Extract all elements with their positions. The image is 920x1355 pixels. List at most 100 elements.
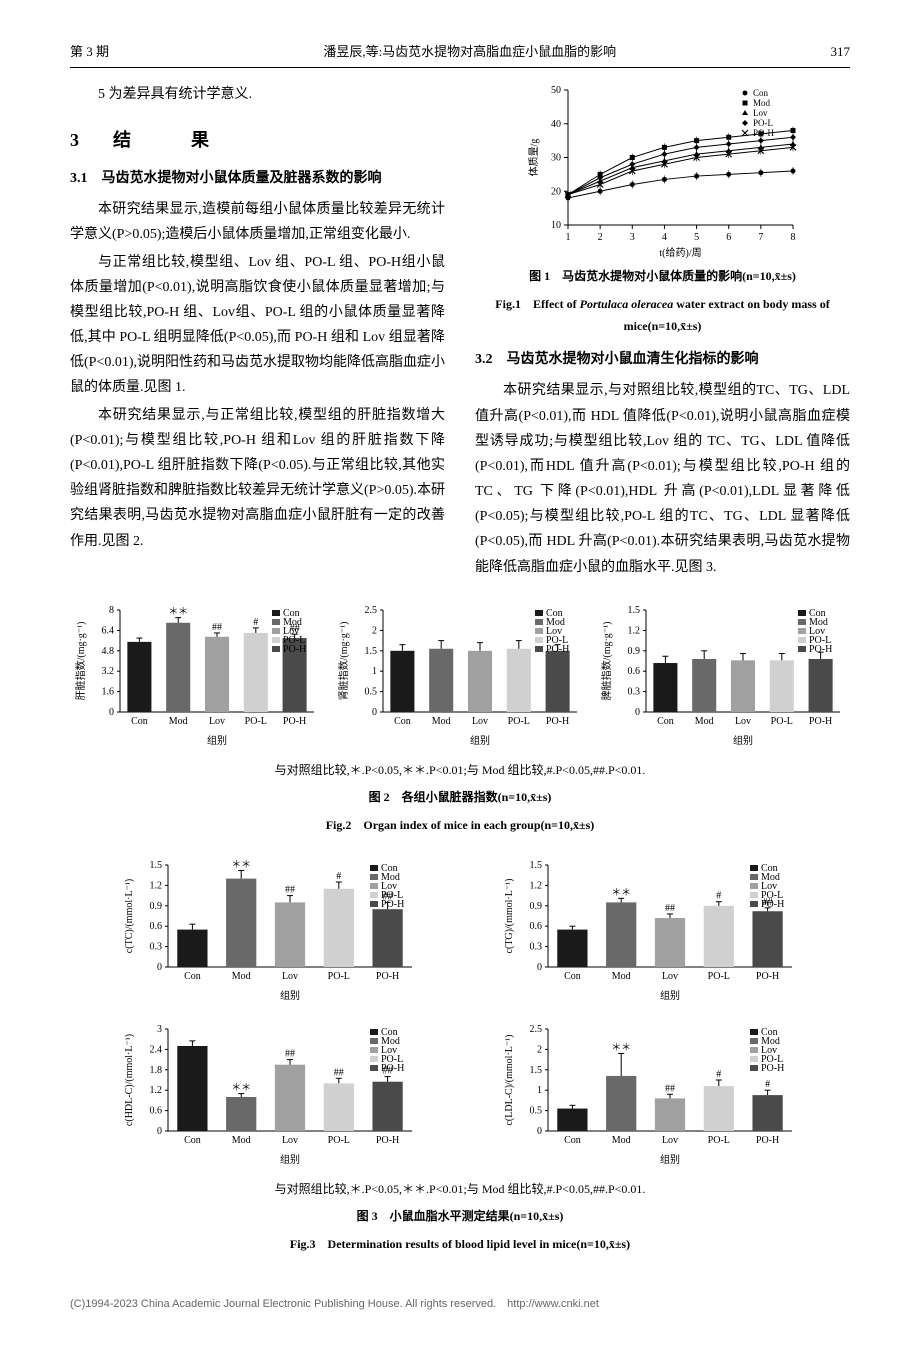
svg-text:组别: 组别 — [470, 734, 490, 746]
svg-text:Mod: Mod — [168, 716, 187, 727]
svg-text:3: 3 — [157, 1024, 162, 1035]
fig2-caption-en: Fig.2 Organ index of mice in each group(… — [70, 815, 850, 837]
svg-text:2.5: 2.5 — [530, 1024, 543, 1035]
svg-text:PO-L: PO-L — [753, 118, 773, 128]
svg-text:1.6: 1.6 — [101, 686, 114, 697]
svg-text:40: 40 — [551, 119, 561, 130]
svg-text:Mod: Mod — [612, 1135, 631, 1146]
subsection-3-1: 3.1 马齿苋水提物对小鼠体质量及脏器系数的影响 — [70, 166, 445, 191]
svg-text:50: 50 — [551, 85, 561, 96]
svg-text:0.5: 0.5 — [530, 1105, 543, 1116]
figure-2-charts: 01.63.24.86.48Con＊＊Mod##Lov#PO-L##PO-H组别… — [70, 596, 850, 746]
svg-text:1.5: 1.5 — [150, 860, 163, 871]
svg-text:0.6: 0.6 — [150, 1105, 163, 1116]
p-32a: 本研究结果显示,与对照组比较,模型组的TC、TG、LDL 值升高(P<0.01)… — [475, 378, 850, 580]
header-title: 潘昱辰,等:马齿苋水提物对高脂血症小鼠血脂的影响 — [323, 40, 616, 63]
svg-text:PO-H: PO-H — [761, 1063, 784, 1074]
svg-text:0.3: 0.3 — [628, 686, 641, 697]
svg-text:PO-H: PO-H — [376, 1135, 399, 1146]
svg-text:脾脏指数/(mg·g⁻¹): 脾脏指数/(mg·g⁻¹) — [600, 621, 613, 700]
svg-text:PO-H: PO-H — [546, 716, 569, 727]
svg-text:Mod: Mod — [695, 716, 714, 727]
p-31a: 本研究结果显示,造模前每组小鼠体质量比较差异无统计学意义(P>0.05);造模后… — [70, 197, 445, 247]
svg-text:0.6: 0.6 — [628, 666, 641, 677]
svg-text:Con: Con — [564, 1135, 581, 1146]
svg-text:PO-H: PO-H — [381, 899, 404, 910]
fig2-note: 与对照组比较,＊.P<0.05,＊＊.P<0.01;与 Mod 组比较,#.P<… — [70, 760, 850, 782]
svg-text:30: 30 — [551, 153, 561, 164]
svg-text:Con: Con — [753, 88, 769, 98]
svg-text:Mod: Mod — [432, 716, 451, 727]
svg-text:#: # — [253, 617, 258, 628]
svg-text:0: 0 — [157, 962, 162, 973]
svg-text:0.6: 0.6 — [150, 921, 163, 932]
svg-text:3: 3 — [629, 232, 634, 243]
svg-text:PO-L: PO-L — [328, 1135, 350, 1146]
svg-text:Lov: Lov — [662, 971, 678, 982]
intro-text: 5 为差异具有统计学意义. — [70, 82, 445, 107]
fig1-caption-en: Fig.1 Effect of Portulaca oleracea water… — [475, 294, 850, 337]
svg-text:1.5: 1.5 — [530, 860, 543, 871]
svg-text:c(TC)/(mmol·L⁻¹): c(TC)/(mmol·L⁻¹) — [124, 878, 135, 952]
figure-1-chart: 102030405012345678t(给药)/周体质量/gConModLovP… — [475, 80, 850, 260]
svg-text:0.9: 0.9 — [530, 900, 543, 911]
svg-text:1.2: 1.2 — [530, 880, 543, 891]
svg-text:PO-H: PO-H — [753, 128, 775, 138]
svg-text:Lov: Lov — [282, 1135, 298, 1146]
svg-text:2: 2 — [597, 232, 602, 243]
svg-text:6.4: 6.4 — [101, 625, 114, 636]
svg-text:肝脏指数/(mg·g⁻¹): 肝脏指数/(mg·g⁻¹) — [74, 621, 87, 700]
svg-text:c(LDL-C)/(mmol·L⁻¹): c(LDL-C)/(mmol·L⁻¹) — [504, 1034, 515, 1125]
svg-text:组别: 组别 — [280, 1153, 300, 1165]
page-footer: (C)1994-2023 China Academic Journal Elec… — [70, 1295, 850, 1315]
svg-text:1.2: 1.2 — [150, 880, 163, 891]
svg-text:##: ## — [665, 903, 675, 914]
svg-text:3.2: 3.2 — [101, 666, 114, 677]
p-31b: 与正常组比较,模型组、Lov 组、PO-L 组、PO-H组小鼠体质量增加(P<0… — [70, 250, 445, 401]
fig3-caption-en: Fig.3 Determination results of blood lip… — [70, 1234, 850, 1256]
svg-text:Mod: Mod — [232, 1135, 251, 1146]
svg-text:10: 10 — [551, 220, 561, 231]
svg-text:1.5: 1.5 — [628, 605, 641, 616]
svg-text:0: 0 — [537, 962, 542, 973]
svg-text:Lov: Lov — [282, 971, 298, 982]
svg-text:＊＊: ＊＊ — [231, 859, 251, 870]
svg-text:Lov: Lov — [735, 716, 751, 727]
fig3-note: 与对照组比较,＊.P<0.05,＊＊.P<0.01;与 Mod 组比较,#.P<… — [70, 1179, 850, 1201]
svg-text:#: # — [716, 1069, 721, 1080]
svg-text:1: 1 — [565, 232, 570, 243]
svg-text:1.5: 1.5 — [364, 646, 377, 657]
svg-text:组别: 组别 — [280, 989, 300, 1001]
svg-text:组别: 组别 — [207, 734, 227, 746]
svg-text:0: 0 — [537, 1126, 542, 1137]
svg-text:20: 20 — [551, 187, 561, 198]
svg-text:5: 5 — [694, 232, 699, 243]
svg-text:8: 8 — [790, 232, 795, 243]
svg-text:PO-H: PO-H — [809, 716, 832, 727]
svg-text:0: 0 — [157, 1126, 162, 1137]
svg-text:0: 0 — [372, 707, 377, 718]
svg-text:Mod: Mod — [232, 971, 251, 982]
svg-text:#: # — [336, 871, 341, 882]
svg-text:0.3: 0.3 — [150, 941, 163, 952]
svg-text:c(TG)/(mmol·L⁻¹): c(TG)/(mmol·L⁻¹) — [504, 878, 515, 953]
svg-text:0.5: 0.5 — [364, 686, 377, 697]
svg-text:Con: Con — [184, 1135, 201, 1146]
svg-text:PO-H: PO-H — [756, 971, 779, 982]
svg-text:Lov: Lov — [753, 108, 768, 118]
svg-text:PO-H: PO-H — [381, 1063, 404, 1074]
svg-text:7: 7 — [758, 232, 763, 243]
svg-text:##: ## — [334, 1067, 344, 1078]
svg-text:c(HDL-C)/(mmol·L⁻¹): c(HDL-C)/(mmol·L⁻¹) — [124, 1034, 135, 1126]
svg-text:PO-H: PO-H — [546, 644, 569, 655]
svg-text:0.9: 0.9 — [150, 900, 163, 911]
svg-text:##: ## — [665, 1083, 675, 1094]
svg-text:8: 8 — [109, 605, 114, 616]
section-3-title: 3 结 果 — [70, 124, 445, 156]
svg-text:1: 1 — [537, 1085, 542, 1096]
svg-text:PO-H: PO-H — [761, 899, 784, 910]
svg-text:＊＊: ＊＊ — [611, 1042, 631, 1053]
svg-text:2.4: 2.4 — [150, 1044, 163, 1055]
svg-text:PO-H: PO-H — [283, 644, 306, 655]
svg-text:#: # — [765, 1079, 770, 1090]
